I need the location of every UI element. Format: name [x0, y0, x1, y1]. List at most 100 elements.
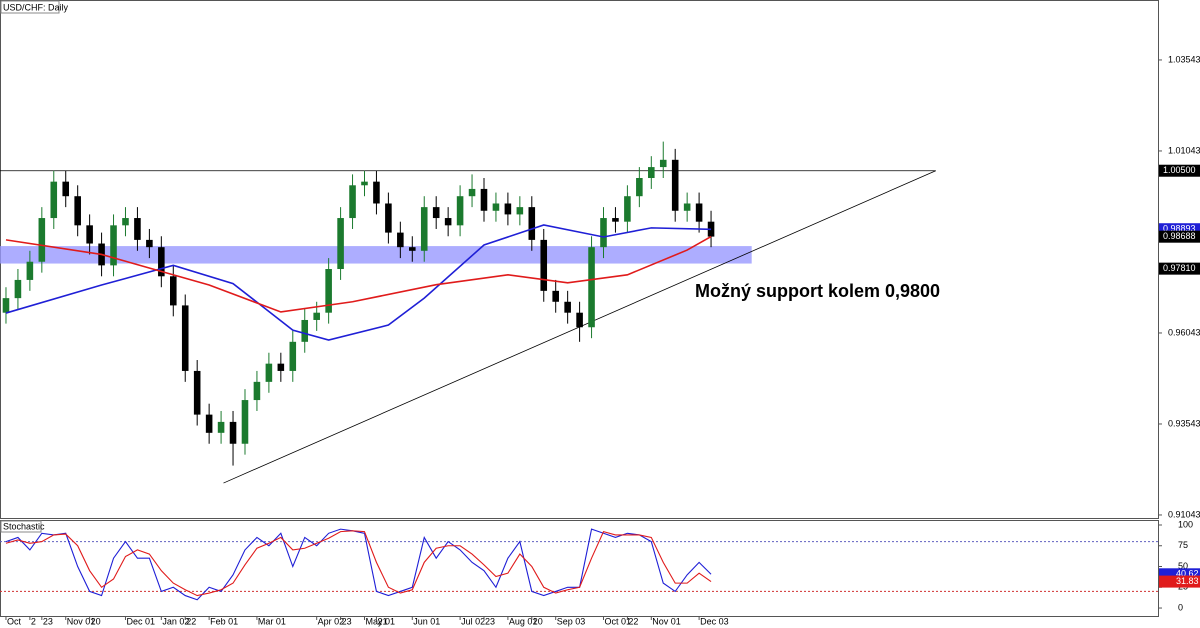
price-label: 0.97810	[1163, 263, 1196, 273]
stoch-value-box	[1159, 575, 1200, 588]
candle-body	[26, 261, 34, 280]
stoch-tick-label: 50	[1178, 561, 1188, 571]
candle-body	[277, 363, 285, 371]
candle-body	[468, 188, 476, 197]
stoch-value-label: 31.83	[1176, 576, 1199, 586]
candle-body	[205, 414, 213, 433]
candle-body	[540, 239, 548, 291]
candle-body	[253, 381, 261, 401]
candle-body	[636, 178, 643, 197]
x-tick-label: 23	[43, 616, 53, 626]
candle-body	[516, 207, 524, 215]
x-tick-label: Nov 01	[652, 616, 681, 626]
candle-body	[588, 247, 595, 328]
x-tick-label: 22	[186, 616, 196, 626]
candle-body	[695, 203, 703, 222]
candle-body	[492, 203, 500, 211]
candle-body	[420, 207, 428, 251]
x-tick-label: 22	[628, 616, 638, 626]
candle-body	[480, 188, 488, 211]
candle-body	[659, 159, 667, 168]
moving-average	[5, 224, 712, 341]
x-tick-label: Oct 01	[604, 616, 631, 626]
price-label-box	[1159, 164, 1200, 177]
candle-body	[624, 196, 631, 222]
x-tick-label: Feb 01	[210, 616, 238, 626]
candle-body	[576, 312, 583, 328]
y-tick-label: 0.91043	[1168, 509, 1200, 519]
candle-body	[217, 421, 225, 433]
candle-body	[122, 218, 129, 226]
candle-body	[504, 203, 512, 215]
x-tick-label: 23	[485, 616, 495, 626]
annotation: Možný support kolem 0,9800	[695, 281, 940, 301]
y-tick-label: 0.93543	[1168, 418, 1200, 428]
candle-body	[289, 341, 297, 371]
candle-body	[146, 239, 153, 248]
candle-body	[38, 218, 46, 262]
candle-body	[552, 290, 559, 302]
x-tick-label: Jun 01	[413, 616, 440, 626]
candle-body	[325, 269, 332, 313]
candle-body	[671, 159, 679, 211]
candle-body	[612, 218, 619, 222]
price-label: 1.00500	[1163, 165, 1196, 175]
candle-body	[409, 247, 416, 251]
stoch-value-label: 40.62	[1176, 569, 1199, 579]
candle-body	[14, 279, 22, 299]
x-tick-label: 23	[342, 616, 352, 626]
candle-body	[444, 218, 452, 226]
price-label-box	[1159, 262, 1200, 275]
candle-body	[134, 218, 141, 240]
y-tick-label: 0.96043	[1168, 327, 1200, 337]
candle-body	[62, 181, 70, 197]
candle-body	[110, 225, 117, 266]
stoch-tick-label: 75	[1178, 540, 1188, 550]
x-tick-label: 2	[31, 616, 36, 626]
candle-body	[169, 276, 177, 306]
candle-body	[86, 225, 93, 244]
candle-body	[265, 363, 273, 382]
y-tick-label: 1.01043	[1168, 145, 1200, 155]
price-label: 0.98688	[1163, 231, 1196, 241]
candle-body	[74, 196, 81, 226]
candle-body	[432, 207, 440, 219]
x-tick-label: 20	[533, 616, 543, 626]
x-tick-label: Dec 03	[700, 616, 729, 626]
candle-body	[158, 247, 165, 277]
stoch-line	[5, 530, 712, 597]
x-tick-label: 21	[377, 616, 387, 626]
candle-body	[385, 203, 392, 233]
candle-body	[50, 181, 58, 219]
candle-body	[301, 319, 309, 342]
candle-body	[229, 421, 237, 444]
candle-body	[193, 370, 201, 415]
candle-body	[373, 181, 380, 204]
x-tick-label: 20	[91, 616, 101, 626]
candle-body	[2, 298, 10, 313]
y-tick-label: 1.03543	[1168, 54, 1200, 64]
chart-title: USD/CHF: Daily	[3, 2, 69, 12]
x-tick-label: Mar 01	[258, 616, 286, 626]
candle-body	[181, 305, 189, 371]
stoch-title-box	[0, 520, 42, 533]
candle-body	[648, 167, 655, 179]
candle-body	[337, 218, 344, 270]
support-zone	[0, 246, 752, 264]
x-tick-label: Apr 02	[318, 616, 345, 626]
x-tick-label: Sep 03	[557, 616, 586, 626]
candle-body	[313, 312, 320, 320]
candle-body	[564, 301, 571, 313]
candle-body	[361, 181, 368, 186]
stoch-tick-label: 100	[1178, 519, 1193, 529]
stochastic-panel	[0, 520, 1159, 617]
price-label-box	[1159, 230, 1200, 243]
candle-body	[600, 218, 607, 248]
candle-body	[397, 232, 404, 248]
stochastic-title: Stochastic	[3, 521, 45, 531]
x-tick-label: Oct	[7, 616, 22, 626]
x-tick-label: Jan 02	[162, 616, 189, 626]
price-label: 0.98893	[1163, 224, 1196, 234]
stoch-line	[5, 528, 712, 601]
